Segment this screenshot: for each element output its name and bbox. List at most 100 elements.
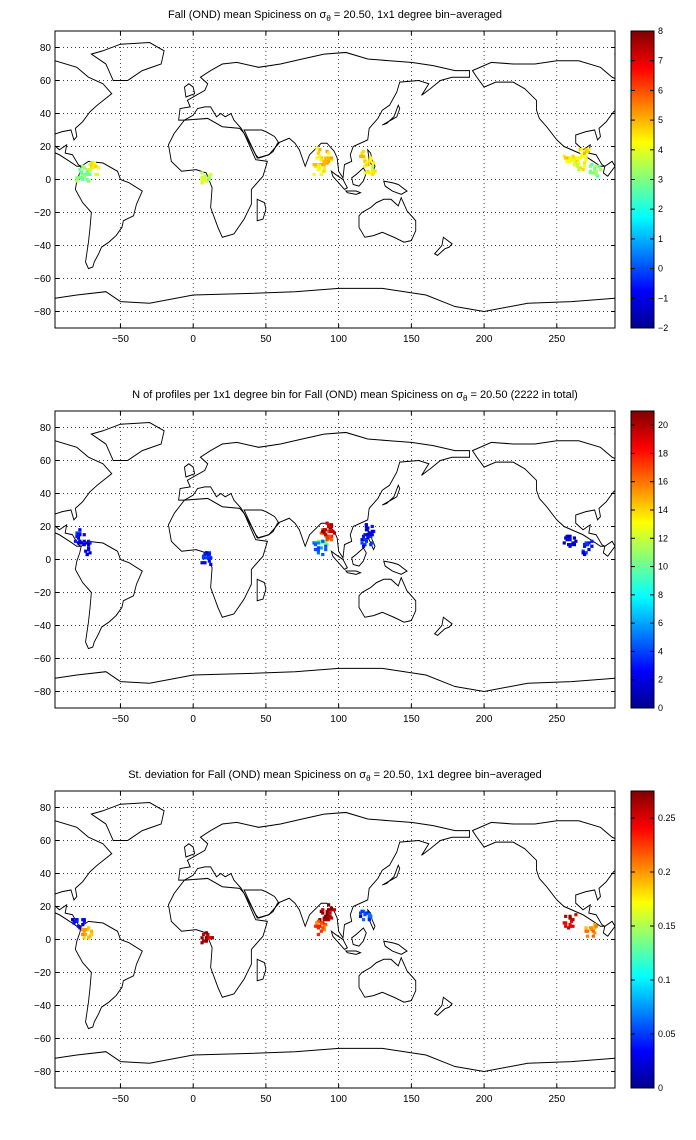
bin-cell bbox=[84, 549, 88, 553]
bin-cell bbox=[568, 534, 572, 538]
bin-cell bbox=[321, 926, 325, 930]
bin-cell bbox=[82, 543, 86, 547]
bin-cell bbox=[82, 166, 86, 170]
bin-cell bbox=[594, 169, 598, 173]
y-tick-label: 0 bbox=[45, 555, 51, 566]
colorbar bbox=[630, 410, 655, 709]
bin-cell bbox=[204, 936, 209, 940]
bin-cell bbox=[327, 903, 331, 907]
bin-cell bbox=[324, 156, 328, 160]
bin-cell bbox=[319, 156, 323, 160]
bin-cell bbox=[583, 151, 587, 155]
x-tick-label: −50 bbox=[112, 334, 129, 345]
bin-cell bbox=[578, 156, 582, 160]
bin-cell bbox=[361, 154, 366, 158]
y-tick-label: −20 bbox=[34, 208, 51, 219]
bin-cell bbox=[319, 531, 323, 535]
bin-cell bbox=[360, 153, 364, 157]
bin-cell bbox=[318, 166, 322, 170]
bin-cell bbox=[360, 541, 364, 545]
bin-cell bbox=[313, 164, 318, 168]
bin-cell bbox=[85, 541, 89, 545]
bin-cell bbox=[590, 539, 594, 543]
bin-cell bbox=[316, 932, 321, 937]
x-tick-label: 0 bbox=[190, 714, 196, 725]
bin-cell bbox=[593, 926, 597, 930]
bin-cell bbox=[318, 148, 322, 152]
bin-cell bbox=[319, 172, 323, 177]
bin-cell bbox=[325, 538, 329, 542]
bin-cell bbox=[370, 541, 374, 545]
bin-cell bbox=[203, 174, 207, 178]
bin-cell bbox=[568, 544, 572, 548]
bin-cell bbox=[201, 556, 206, 560]
bin-cell bbox=[366, 536, 370, 540]
data-cells bbox=[71, 903, 598, 945]
data-cells bbox=[73, 521, 594, 566]
bin-cell bbox=[81, 918, 85, 922]
bin-cell bbox=[571, 924, 575, 928]
bin-cell bbox=[203, 561, 207, 565]
bin-cell bbox=[329, 158, 334, 162]
bin-cell bbox=[318, 918, 322, 922]
bin-cell bbox=[71, 918, 75, 922]
bin-cell bbox=[590, 163, 594, 167]
bin-cell bbox=[322, 916, 326, 920]
bin-cell bbox=[332, 531, 337, 535]
bin-cell bbox=[363, 911, 367, 915]
bin-cell bbox=[81, 164, 85, 168]
bin-cell bbox=[319, 909, 323, 913]
x-tick-label: 250 bbox=[548, 334, 565, 345]
x-tick-label: 250 bbox=[548, 714, 565, 725]
panel-title: N of profiles per 1x1 degree bin for Fal… bbox=[132, 389, 578, 403]
bin-cell bbox=[322, 918, 326, 922]
bin-cell bbox=[571, 541, 575, 545]
bin-cell bbox=[82, 539, 86, 543]
bin-cell bbox=[200, 941, 204, 945]
bin-cell bbox=[363, 538, 367, 542]
bin-cell bbox=[200, 177, 204, 182]
bin-cell bbox=[369, 158, 373, 162]
bin-cell bbox=[85, 171, 89, 175]
y-tick-label: 0 bbox=[45, 175, 51, 186]
x-tick-label: 200 bbox=[476, 1094, 493, 1105]
bin-cell bbox=[565, 538, 569, 542]
bin-cell bbox=[572, 159, 577, 163]
bin-cell bbox=[329, 156, 334, 160]
bin-cell bbox=[329, 524, 334, 529]
panel-title: Fall (OND) mean Spiciness on σθ = 20.50,… bbox=[168, 9, 502, 23]
panel-profile-count: N of profiles per 1x1 degree bin for Fal… bbox=[34, 389, 668, 725]
bin-cell bbox=[367, 913, 371, 917]
x-tick-label: 150 bbox=[403, 714, 420, 725]
bin-cell bbox=[588, 171, 593, 175]
bin-cell bbox=[322, 169, 326, 173]
y-tick-label: 80 bbox=[40, 803, 52, 814]
bin-cell bbox=[597, 164, 601, 168]
bin-cell bbox=[359, 914, 363, 918]
y-tick-label: 80 bbox=[40, 423, 52, 434]
bin-cell bbox=[91, 166, 95, 170]
bin-cell bbox=[204, 939, 209, 943]
bin-cell bbox=[575, 164, 579, 168]
bin-cell bbox=[75, 918, 79, 922]
bin-cell bbox=[565, 159, 569, 163]
y-tick-label: −40 bbox=[34, 241, 51, 252]
colorbar-tick-label: 6 bbox=[658, 85, 663, 95]
bin-cell bbox=[583, 161, 587, 165]
bin-cell bbox=[364, 539, 369, 543]
bin-cell bbox=[204, 556, 209, 560]
bin-cell bbox=[319, 921, 323, 925]
bin-cell bbox=[82, 936, 86, 940]
bin-cell bbox=[313, 163, 318, 167]
bin-cell bbox=[367, 531, 371, 535]
bin-cell bbox=[324, 914, 328, 918]
bin-cell bbox=[325, 536, 329, 540]
bin-cell bbox=[81, 172, 85, 177]
y-tick-label: −40 bbox=[34, 1001, 51, 1012]
bin-cell bbox=[324, 541, 328, 545]
bin-cell bbox=[564, 924, 568, 928]
bin-cell bbox=[578, 166, 582, 170]
bin-cell bbox=[567, 543, 571, 547]
bin-cell bbox=[360, 538, 364, 542]
